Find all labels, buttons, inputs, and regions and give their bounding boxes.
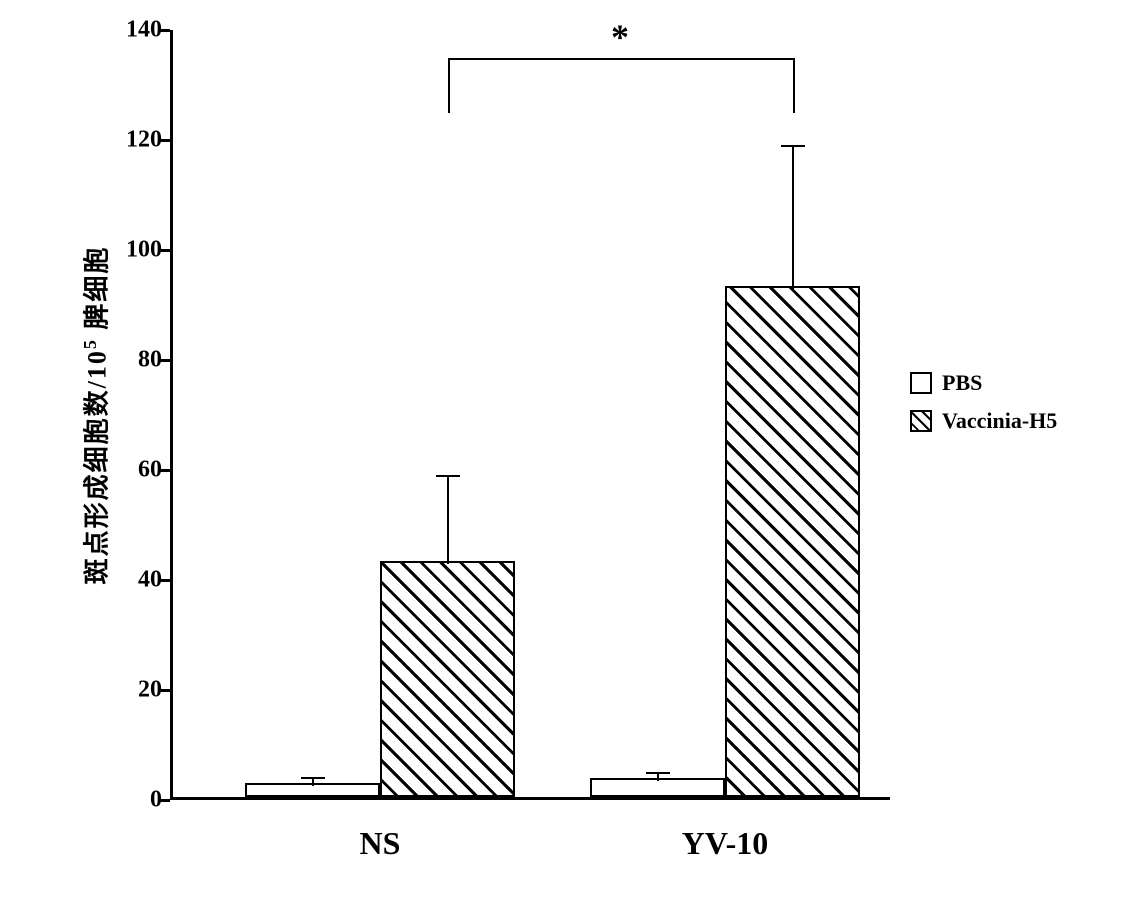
plot-area: 020406080100120140 斑点形成细胞数/105 脾细胞 *	[170, 30, 890, 800]
y-axis-title-part1: 斑点形成细胞数/10	[83, 349, 112, 584]
error-bar	[792, 146, 794, 289]
error-bar	[312, 778, 314, 786]
bar-YV-10-Vaccinia-H5	[725, 286, 860, 798]
y-axis-title-exponent: 5	[80, 338, 100, 349]
error-bar	[657, 773, 659, 781]
sig-bracket-v-left	[448, 58, 450, 113]
legend-swatch-open	[910, 372, 932, 394]
hatch-pattern-icon	[380, 561, 515, 798]
x-label-YV-10: YV-10	[682, 825, 769, 862]
y-axis-title: 斑点形成细胞数/105 脾细胞	[77, 246, 114, 585]
x-label-NS: NS	[360, 825, 401, 862]
hatch-pattern-icon	[910, 410, 932, 432]
y-tick-label: 0	[150, 787, 162, 814]
legend-label-vaccinia: Vaccinia-H5	[942, 408, 1057, 434]
significance-star: *	[611, 16, 629, 58]
legend-item-vaccinia: Vaccinia-H5	[910, 408, 1057, 434]
y-tick-label: 100	[126, 237, 162, 264]
legend: PBS Vaccinia-H5	[910, 370, 1057, 446]
error-cap	[781, 145, 805, 147]
bar-chart: 020406080100120140 斑点形成细胞数/105 脾细胞 * NS Y…	[60, 20, 1113, 890]
sig-bracket-v-right	[793, 58, 795, 113]
error-cap	[436, 475, 460, 477]
error-bar	[447, 476, 449, 564]
hatch-pattern-icon	[725, 286, 860, 798]
sig-bracket-h	[448, 58, 793, 60]
error-cap	[301, 777, 325, 779]
y-tick-label: 80	[138, 347, 162, 374]
y-axis-title-part2: 脾细胞	[83, 246, 112, 330]
y-tick-label: 140	[126, 17, 162, 44]
legend-label-pbs: PBS	[942, 370, 982, 396]
y-axis-line	[170, 30, 173, 800]
legend-item-pbs: PBS	[910, 370, 1057, 396]
bar-NS-Vaccinia-H5	[380, 561, 515, 798]
y-tick-label: 120	[126, 127, 162, 154]
legend-swatch-hatched	[910, 410, 932, 432]
error-cap	[646, 772, 670, 774]
y-tick-label: 60	[138, 457, 162, 484]
x-axis-line	[170, 797, 890, 800]
y-tick-label: 20	[138, 677, 162, 704]
y-tick-label: 40	[138, 567, 162, 594]
